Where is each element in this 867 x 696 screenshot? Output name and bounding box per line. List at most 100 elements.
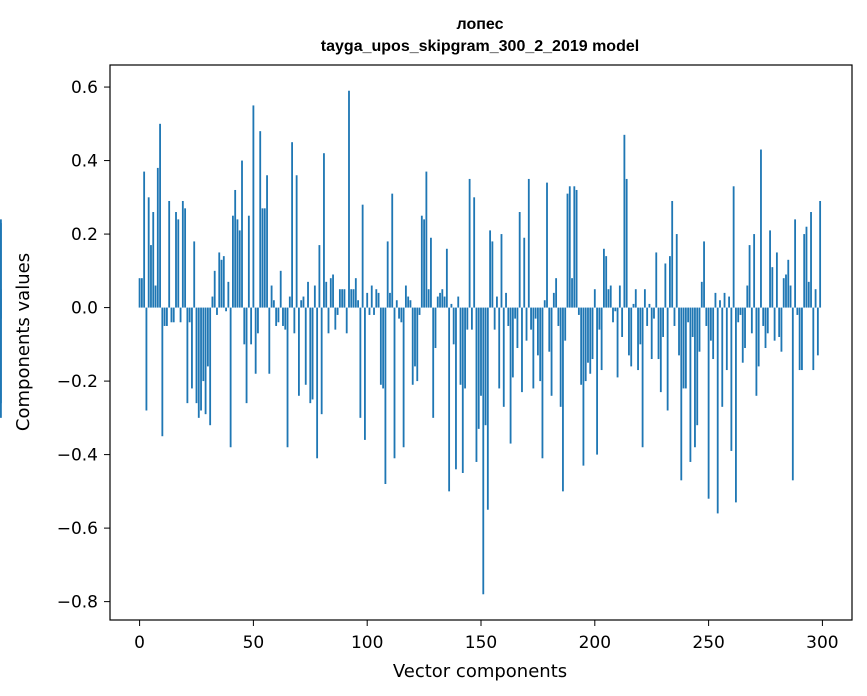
bar xyxy=(266,175,268,308)
bar xyxy=(753,234,756,308)
bar xyxy=(216,307,218,315)
bar xyxy=(468,178,471,308)
x-tick-label: 50 xyxy=(243,633,265,653)
bar xyxy=(564,307,567,341)
bar xyxy=(687,307,690,323)
bar xyxy=(653,307,655,319)
bar xyxy=(418,307,421,315)
bar xyxy=(368,307,371,315)
bar xyxy=(648,303,651,308)
bar xyxy=(646,307,649,326)
bar xyxy=(716,307,719,514)
y-axis-ticks: 0.6 0.4 0.2 0.0 −0.2 −0.4 −0.6 −0.8 xyxy=(57,78,110,613)
bar xyxy=(279,270,282,308)
bar xyxy=(812,307,815,371)
bar xyxy=(500,234,503,308)
bar xyxy=(156,167,159,308)
bar xyxy=(735,307,737,503)
bar xyxy=(511,307,514,378)
bar xyxy=(605,256,608,308)
bar xyxy=(186,307,189,404)
bar xyxy=(184,208,187,308)
bar xyxy=(163,307,166,326)
bar xyxy=(138,278,141,308)
bar xyxy=(514,307,517,319)
bar xyxy=(580,307,583,385)
bar xyxy=(536,307,539,356)
bar xyxy=(430,237,432,308)
bar xyxy=(304,307,307,385)
bar xyxy=(600,307,603,371)
bar xyxy=(391,193,394,308)
bar xyxy=(616,307,619,378)
bar xyxy=(669,256,671,308)
bar xyxy=(603,248,605,308)
bar xyxy=(527,178,530,308)
bar xyxy=(209,307,212,426)
bar xyxy=(678,307,680,356)
bar xyxy=(523,237,526,308)
bar xyxy=(641,307,644,448)
bar xyxy=(366,292,369,308)
bar xyxy=(354,278,357,308)
bar xyxy=(480,307,482,396)
bar xyxy=(295,175,298,308)
bar xyxy=(655,252,658,308)
bar xyxy=(334,307,337,330)
bar xyxy=(657,307,660,360)
bar xyxy=(416,307,419,382)
bar xyxy=(725,307,728,371)
bar xyxy=(197,307,200,418)
bar xyxy=(361,204,364,308)
bar xyxy=(411,307,414,385)
bar xyxy=(486,307,489,510)
bar xyxy=(730,307,733,451)
bar xyxy=(298,307,300,396)
bar xyxy=(477,307,480,429)
bar xyxy=(341,289,344,308)
bar xyxy=(750,307,753,334)
bar xyxy=(507,307,510,326)
bar xyxy=(762,307,765,326)
y-tick-label: −0.2 xyxy=(57,372,98,392)
bar xyxy=(805,226,808,308)
bar xyxy=(409,300,412,308)
bar xyxy=(543,300,546,308)
bar xyxy=(791,307,794,481)
bar xyxy=(475,307,478,462)
bar xyxy=(680,307,683,481)
bar xyxy=(300,300,303,308)
bar xyxy=(541,307,544,459)
bar xyxy=(650,307,653,360)
bar xyxy=(684,307,687,389)
bar xyxy=(364,307,366,440)
bar xyxy=(225,307,227,312)
bar xyxy=(814,289,817,308)
bar xyxy=(591,307,594,360)
bar xyxy=(191,307,193,389)
bar xyxy=(589,307,592,374)
bar xyxy=(577,307,580,315)
bar xyxy=(566,193,569,308)
bar xyxy=(785,274,787,308)
bar xyxy=(232,215,234,308)
bar xyxy=(509,307,512,444)
bar xyxy=(307,281,309,308)
bar xyxy=(559,307,562,407)
bar xyxy=(175,212,177,308)
bar xyxy=(377,292,380,308)
chart-subtitle: tayga_upos_skipgram_300_2_2019 model xyxy=(321,38,639,55)
bar xyxy=(694,307,696,448)
bar xyxy=(220,259,223,308)
bar xyxy=(682,307,685,389)
bar xyxy=(325,281,328,308)
bar xyxy=(238,230,241,308)
bar xyxy=(789,285,792,308)
bar xyxy=(671,200,674,308)
bar xyxy=(143,171,146,308)
bar xyxy=(493,307,496,330)
bar xyxy=(782,278,785,308)
bar xyxy=(407,296,410,308)
bar xyxy=(204,307,207,415)
bar xyxy=(147,197,150,308)
